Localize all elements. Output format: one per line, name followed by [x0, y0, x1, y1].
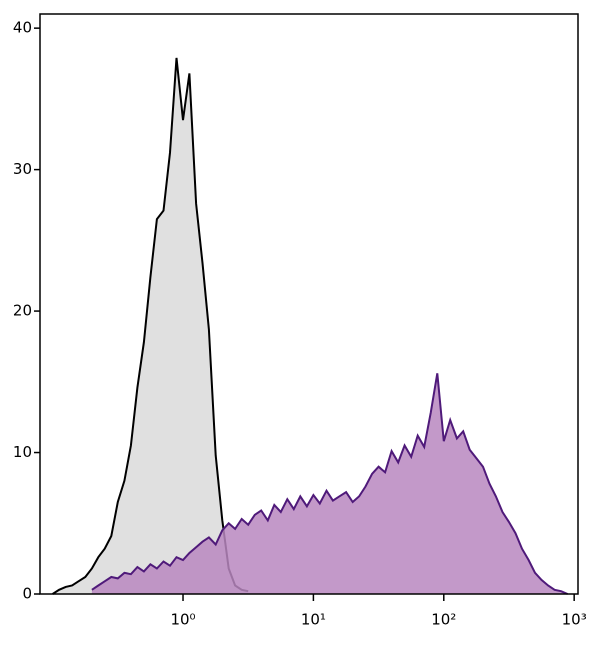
x-tick-label: 10²: [431, 611, 456, 629]
y-tick-label: 30: [13, 160, 32, 178]
y-tick-label: 20: [13, 302, 32, 320]
y-tick-label: 40: [13, 19, 32, 37]
x-tick-label: 10⁰: [170, 611, 195, 629]
line: [91, 373, 568, 595]
area: [52, 57, 249, 594]
x-tick-label: 10³: [562, 611, 587, 629]
y-tick-label: 10: [13, 443, 32, 461]
y-tick-label: 0: [22, 585, 32, 603]
plot-frame: [39, 13, 579, 595]
line: [52, 57, 249, 595]
x-tick-label: 10¹: [301, 611, 326, 629]
